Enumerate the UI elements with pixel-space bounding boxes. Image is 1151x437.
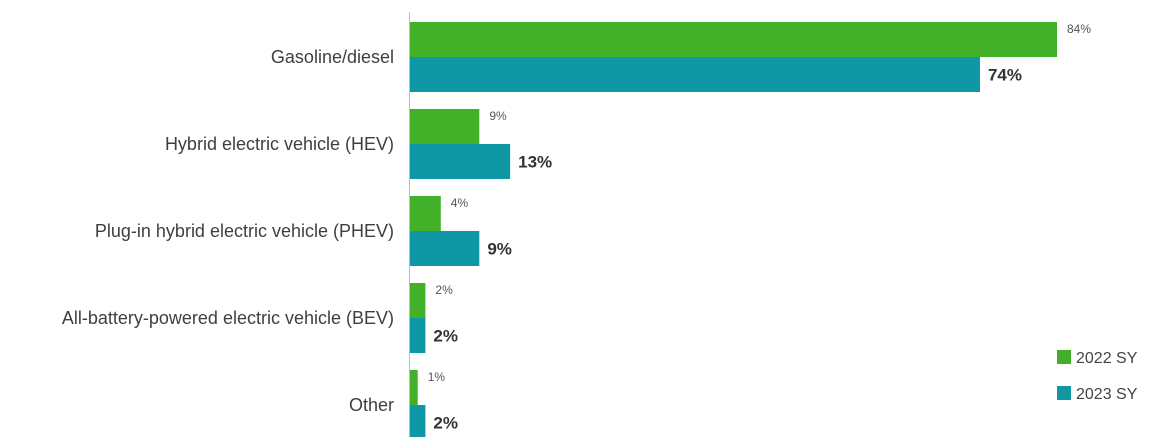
data-label-2022-sy-plug-in-hybrid-electric-vehicle-phev: 4% — [451, 196, 469, 210]
data-label-2022-sy-hybrid-electric-vehicle-hev: 9% — [489, 109, 507, 123]
bar-2022-sy-plug-in-hybrid-electric-vehicle-phev — [410, 196, 441, 231]
data-label-2022-sy-gasoline-diesel: 84% — [1067, 22, 1091, 36]
bars-layer — [410, 22, 1057, 437]
data-label-2023-sy-hybrid-electric-vehicle-hev: 13% — [518, 153, 552, 172]
category-label-plug-in-hybrid-electric-vehicle-phev: Plug-in hybrid electric vehicle (PHEV) — [95, 221, 394, 241]
bar-2023-sy-other — [410, 405, 426, 437]
bar-2022-sy-other — [410, 370, 418, 405]
legend-label-2022-sy: 2022 SY — [1076, 350, 1138, 367]
legend-label-2023-sy: 2023 SY — [1076, 386, 1138, 403]
category-label-gasoline-diesel: Gasoline/diesel — [271, 47, 394, 67]
category-label-all-battery-powered-electric-vehicle-bev: All-battery-powered electric vehicle (BE… — [62, 308, 394, 328]
data-label-2022-sy-other: 1% — [428, 370, 446, 384]
bar-2022-sy-all-battery-powered-electric-vehicle-bev — [410, 283, 426, 318]
legend-swatch-2022-sy — [1057, 350, 1071, 364]
data-label-2023-sy-plug-in-hybrid-electric-vehicle-phev: 9% — [487, 240, 512, 259]
data-label-2023-sy-all-battery-powered-electric-vehicle-bev: 2% — [433, 327, 458, 346]
bar-2023-sy-gasoline-diesel — [410, 57, 980, 92]
legend: 2022 SY 2023 SY — [1057, 350, 1138, 403]
bar-2023-sy-plug-in-hybrid-electric-vehicle-phev — [410, 231, 480, 266]
data-label-2022-sy-all-battery-powered-electric-vehicle-bev: 2% — [435, 283, 453, 297]
legend-swatch-2023-sy — [1057, 386, 1071, 400]
data-label-2023-sy-other: 2% — [433, 414, 458, 433]
bar-2022-sy-gasoline-diesel — [410, 22, 1057, 57]
bar-2022-sy-hybrid-electric-vehicle-hev — [410, 109, 480, 144]
bar-2023-sy-all-battery-powered-electric-vehicle-bev — [410, 318, 426, 353]
category-label-other: Other — [349, 395, 394, 415]
category-label-hybrid-electric-vehicle-hev: Hybrid electric vehicle (HEV) — [165, 134, 394, 154]
data-label-2023-sy-gasoline-diesel: 74% — [988, 66, 1022, 85]
bar-2023-sy-hybrid-electric-vehicle-hev — [410, 144, 511, 179]
labels-layer: Gasoline/diesel 84% 74% Hybrid electric veh… — [62, 22, 1091, 433]
